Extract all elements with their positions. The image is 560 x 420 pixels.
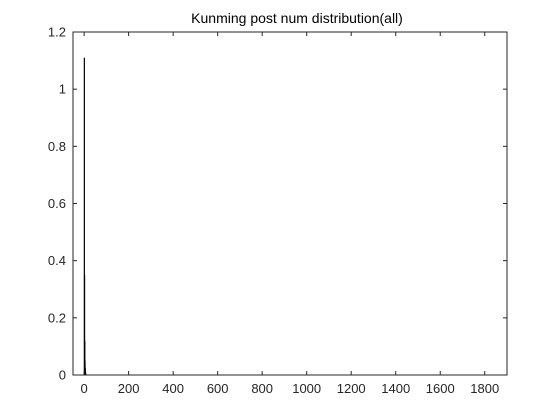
x-tick-label: 1000	[292, 381, 321, 396]
x-tick-label: 400	[162, 381, 184, 396]
x-tick-label: 0	[81, 381, 88, 396]
chart-title: Kunming post num distribution(all)	[191, 10, 403, 26]
y-tick-label: 0	[59, 368, 66, 383]
y-tick-label: 0.6	[48, 196, 66, 211]
x-tick-label: 1600	[426, 381, 455, 396]
x-tick-label: 1200	[337, 381, 366, 396]
y-tick-label: 1.2	[48, 25, 66, 40]
x-tick-label: 600	[207, 381, 229, 396]
x-tick-label: 1800	[470, 381, 499, 396]
y-tick-label: 0.8	[48, 139, 66, 154]
x-tick-label: 1400	[381, 381, 410, 396]
y-tick-label: 0.4	[48, 253, 66, 268]
y-tick-label: 1	[59, 82, 66, 97]
plot-area	[73, 32, 507, 375]
x-tick-label: 200	[118, 381, 140, 396]
y-tick-label: 0.2	[48, 310, 66, 325]
x-tick-label: 800	[251, 381, 273, 396]
